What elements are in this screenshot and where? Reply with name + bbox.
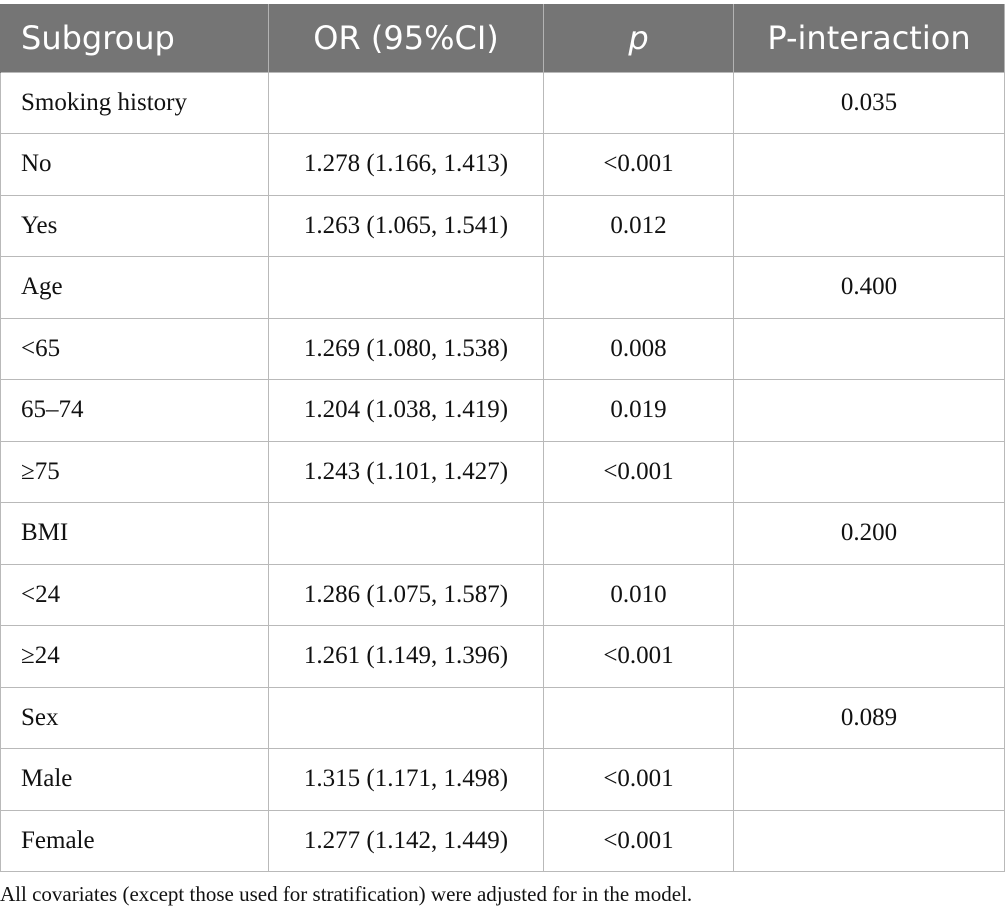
table-header: Subgroup OR (95%CI) p P-interaction (0, 4, 1005, 72)
cell-or-ci: 1.261 (1.149, 1.396) (268, 625, 544, 688)
cell-or-ci: 1.204 (1.038, 1.419) (268, 379, 544, 442)
cell-subgroup: Sex (0, 686, 269, 749)
cell-p-value: 0.010 (543, 563, 734, 626)
cell-p-interaction (733, 379, 1005, 442)
table-row: No 1.278 (1.166, 1.413) <0.001 (0, 133, 1005, 196)
table-row: ≥24 1.261 (1.149, 1.396) <0.001 (0, 625, 1005, 688)
cell-or-ci: 1.286 (1.075, 1.587) (268, 563, 544, 626)
cell-p-value: <0.001 (543, 809, 734, 872)
table-row: Male 1.315 (1.171, 1.498) <0.001 (0, 748, 1005, 811)
cell-subgroup: BMI (0, 502, 269, 565)
table-row: ≥75 1.243 (1.101, 1.427) <0.001 (0, 440, 1005, 503)
cell-p-interaction (733, 440, 1005, 503)
cell-p-value: 0.012 (543, 194, 734, 257)
cell-p-interaction (733, 194, 1005, 257)
cell-or-ci (268, 71, 544, 134)
cell-p-interaction (733, 133, 1005, 196)
table-footnote: All covariates (except those used for st… (0, 882, 693, 906)
header-row: Subgroup OR (95%CI) p P-interaction (0, 4, 1005, 72)
table-row: Age 0.400 (0, 256, 1005, 319)
cell-p-value: <0.001 (543, 625, 734, 688)
cell-subgroup: Male (0, 748, 269, 811)
subgroup-results-table: Subgroup OR (95%CI) p P-interaction Smok… (0, 4, 1005, 872)
cell-p-interaction (733, 563, 1005, 626)
cell-or-ci: 1.278 (1.166, 1.413) (268, 133, 544, 196)
cell-or-ci (268, 256, 544, 319)
cell-or-ci: 1.243 (1.101, 1.427) (268, 440, 544, 503)
cell-subgroup: ≥24 (0, 625, 269, 688)
cell-p-interaction: 0.035 (733, 71, 1005, 134)
cell-p-interaction: 0.400 (733, 256, 1005, 319)
cell-subgroup: Yes (0, 194, 269, 257)
cell-p-interaction: 0.200 (733, 502, 1005, 565)
cell-or-ci: 1.269 (1.080, 1.538) (268, 317, 544, 380)
cell-p-value (543, 686, 734, 749)
table-row: BMI 0.200 (0, 502, 1005, 565)
table-row: Female 1.277 (1.142, 1.449) <0.001 (0, 809, 1005, 872)
cell-subgroup: Age (0, 256, 269, 319)
table-body: Smoking history 0.035 No 1.278 (1.166, 1.41… (0, 71, 1005, 872)
table-row: Sex 0.089 (0, 686, 1005, 749)
cell-or-ci (268, 686, 544, 749)
cell-p-value (543, 502, 734, 565)
cell-or-ci: 1.277 (1.142, 1.449) (268, 809, 544, 872)
header-or-ci: OR (95%CI) (268, 4, 544, 72)
table-row: Smoking history 0.035 (0, 71, 1005, 134)
cell-p-value (543, 71, 734, 134)
cell-p-value: <0.001 (543, 748, 734, 811)
cell-p-value: <0.001 (543, 133, 734, 196)
cell-p-value: 0.019 (543, 379, 734, 442)
table-row: <24 1.286 (1.075, 1.587) 0.010 (0, 563, 1005, 626)
cell-p-interaction (733, 625, 1005, 688)
cell-p-value: 0.008 (543, 317, 734, 380)
cell-subgroup: Smoking history (0, 71, 269, 134)
table-row: 65–74 1.204 (1.038, 1.419) 0.019 (0, 379, 1005, 442)
cell-subgroup: <24 (0, 563, 269, 626)
cell-subgroup: <65 (0, 317, 269, 380)
table-row: Yes 1.263 (1.065, 1.541) 0.012 (0, 194, 1005, 257)
cell-or-ci (268, 502, 544, 565)
cell-subgroup: 65–74 (0, 379, 269, 442)
cell-subgroup: Female (0, 809, 269, 872)
cell-p-value: <0.001 (543, 440, 734, 503)
header-subgroup: Subgroup (0, 4, 269, 72)
table-row: <65 1.269 (1.080, 1.538) 0.008 (0, 317, 1005, 380)
cell-or-ci: 1.315 (1.171, 1.498) (268, 748, 544, 811)
cell-subgroup: No (0, 133, 269, 196)
cell-subgroup: ≥75 (0, 440, 269, 503)
header-p-value: p (543, 4, 734, 72)
cell-or-ci: 1.263 (1.065, 1.541) (268, 194, 544, 257)
cell-p-interaction (733, 317, 1005, 380)
cell-p-interaction: 0.089 (733, 686, 1005, 749)
header-p-interaction: P-interaction (733, 4, 1005, 72)
cell-p-interaction (733, 748, 1005, 811)
cell-p-value (543, 256, 734, 319)
cell-p-interaction (733, 809, 1005, 872)
